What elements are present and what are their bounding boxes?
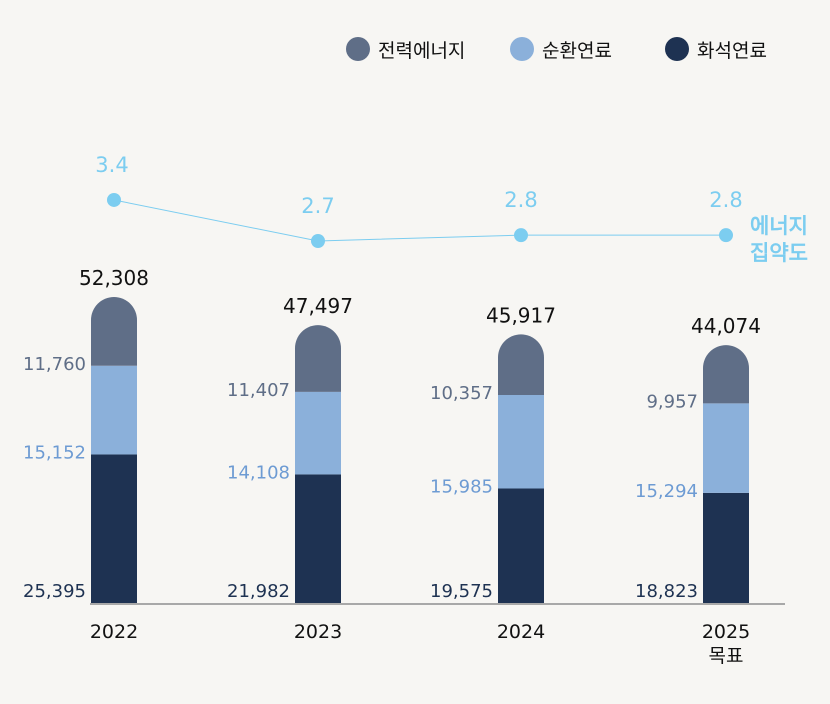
bar-segment xyxy=(91,365,137,455)
intensity-point xyxy=(311,234,325,248)
bar-segment xyxy=(91,297,137,366)
intensity-label: 2.7 xyxy=(301,194,334,218)
intensity-point xyxy=(514,228,528,243)
bar-segment xyxy=(91,454,137,603)
total-label: 52,308 xyxy=(79,266,149,290)
intensity-line xyxy=(113,199,726,242)
segment-label: 9,957 xyxy=(646,391,698,412)
legend-label: 전력에너지 xyxy=(378,40,465,62)
total-label: 44,074 xyxy=(691,314,761,338)
bar-segment xyxy=(498,394,544,489)
x-tick-label: 2024 xyxy=(497,621,545,643)
bar-segment xyxy=(703,345,749,404)
segment-label: 11,407 xyxy=(227,380,290,401)
segment-label: 21,982 xyxy=(227,581,290,602)
line-series-label: 에너지 xyxy=(750,214,808,238)
intensity-label: 2.8 xyxy=(709,188,742,212)
bar-segment xyxy=(703,492,749,603)
intensity-point xyxy=(719,228,733,243)
legend-label: 순환연료 xyxy=(542,40,612,62)
bar-segment xyxy=(498,488,544,603)
total-label: 45,917 xyxy=(486,303,556,327)
segment-label: 14,108 xyxy=(227,462,290,483)
segment-label: 19,575 xyxy=(430,581,493,602)
total-label: 47,497 xyxy=(283,294,353,318)
bar-segment xyxy=(498,334,544,395)
bar-segment xyxy=(295,325,341,392)
x-tick-label: 2022 xyxy=(90,621,138,643)
bar-segment xyxy=(703,403,749,493)
intensity-label: 3.4 xyxy=(95,153,128,177)
segment-label: 15,985 xyxy=(430,476,493,497)
intensity-point xyxy=(107,192,121,207)
x-tick-label: 2023 xyxy=(294,621,342,643)
segment-label: 25,395 xyxy=(23,581,86,602)
bar-segment xyxy=(295,474,341,603)
legend-marker xyxy=(346,37,370,61)
intensity-label: 2.8 xyxy=(504,188,537,212)
legend-label: 화석연료 xyxy=(697,40,767,62)
x-tick-label: 2025 xyxy=(702,621,750,643)
legend-marker xyxy=(510,37,534,61)
segment-label: 15,294 xyxy=(635,481,698,502)
legend-marker xyxy=(665,37,689,61)
line-series-label: 집약도 xyxy=(750,241,808,265)
segment-label: 15,152 xyxy=(23,442,86,463)
segment-label: 11,760 xyxy=(23,354,86,375)
bar-segment xyxy=(295,391,341,475)
x-tick-sublabel: 목표 xyxy=(709,645,744,667)
segment-label: 18,823 xyxy=(635,581,698,602)
segment-label: 10,357 xyxy=(430,383,493,404)
